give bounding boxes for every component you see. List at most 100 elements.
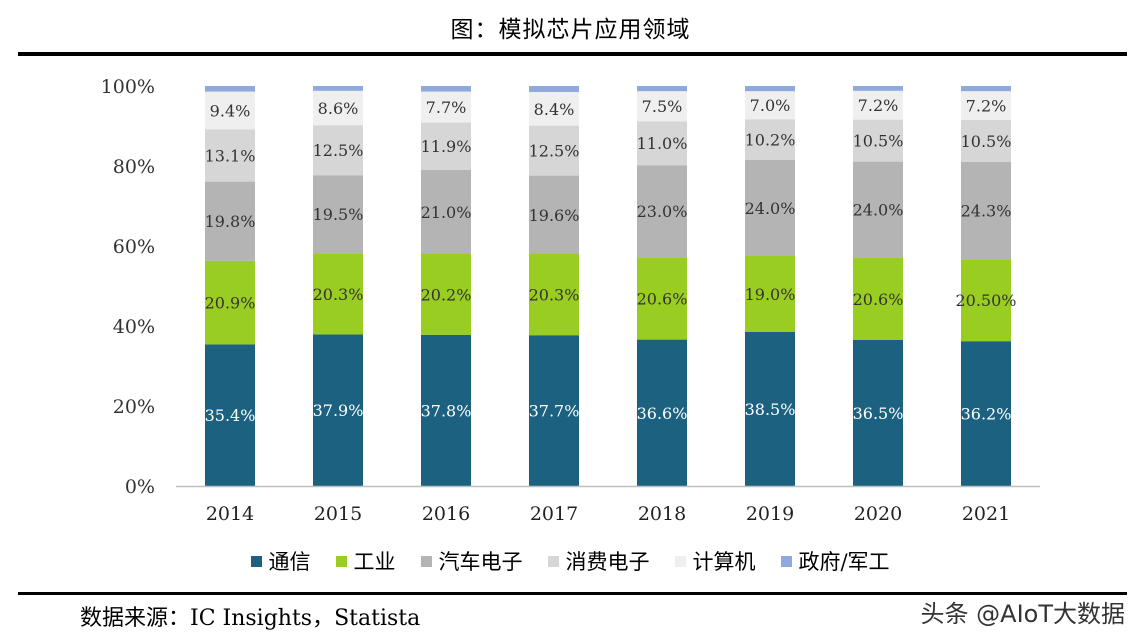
data-label: 23.0%: [637, 202, 688, 221]
data-label: 10.2%: [745, 131, 796, 150]
data-label: 20.3%: [313, 285, 364, 304]
data-label: 24.3%: [961, 202, 1012, 221]
y-tick-label: 60%: [113, 236, 155, 258]
bar-segment: [421, 254, 471, 335]
bar-segment: [745, 91, 795, 120]
legend-swatch: [548, 555, 560, 567]
data-label: 38.5%: [745, 400, 796, 419]
bar-segment: [529, 86, 579, 92]
data-label: 12.5%: [313, 141, 364, 160]
bar-segment: [637, 339, 687, 486]
bar-segment: [421, 86, 471, 92]
bar-segment: [637, 257, 687, 340]
data-label: 10.5%: [853, 132, 904, 151]
x-tick-label: 2019: [746, 503, 794, 525]
bar-segment: [529, 125, 579, 176]
data-label: 36.2%: [961, 405, 1012, 424]
bar-segment: [853, 161, 903, 258]
data-label: 19.5%: [313, 205, 364, 224]
legend-swatch: [336, 555, 348, 567]
bar-segment: [205, 91, 255, 130]
data-label: 7.7%: [426, 98, 467, 117]
data-label: 37.9%: [313, 401, 364, 420]
bar-segment: [421, 334, 471, 486]
legend-item: 汽车电子: [421, 546, 522, 576]
bar-segment: [853, 257, 903, 340]
bar-segment: [421, 170, 471, 254]
bar-segment: [637, 121, 687, 166]
bar-segment: [313, 125, 363, 176]
bar-segment: [529, 254, 579, 336]
bar-segment: [961, 341, 1011, 486]
legend-label: 汽车电子: [438, 550, 523, 574]
data-label: 7.2%: [966, 97, 1007, 116]
bar-segment: [529, 175, 579, 254]
bar-segment: [961, 120, 1011, 162]
legend-item: 消费电子: [548, 546, 649, 576]
data-label: 7.0%: [750, 96, 791, 115]
y-tick-label: 80%: [113, 156, 155, 178]
data-label: 20.2%: [421, 285, 472, 304]
data-label: 36.5%: [853, 404, 904, 423]
bar-segment: [745, 119, 795, 160]
legend-swatch: [251, 555, 263, 567]
bar-segment: [637, 91, 687, 122]
chart-title: 图：模拟芯片应用领域: [450, 17, 691, 43]
bar-segment: [529, 335, 579, 486]
legend-swatch: [421, 555, 433, 567]
data-label: 20.6%: [637, 289, 688, 308]
bar-segment: [853, 90, 903, 120]
legend-swatch: [781, 555, 793, 567]
data-label: 20.3%: [529, 286, 580, 305]
data-label: 20.6%: [853, 290, 904, 309]
bar-segment: [961, 259, 1011, 342]
bar-segment: [745, 256, 795, 332]
legend-swatch: [675, 555, 687, 567]
data-label: 24.0%: [745, 199, 796, 218]
legend-label: 计算机: [692, 550, 756, 574]
bar-segment: [853, 119, 903, 162]
bar-segment: [205, 86, 255, 92]
legend-label: 工业: [353, 550, 396, 574]
data-label: 19.6%: [529, 206, 580, 225]
bar-segment: [961, 91, 1011, 120]
data-label: 19.8%: [205, 212, 256, 231]
bar-segment: [853, 86, 903, 91]
legend-item: 计算机: [675, 546, 755, 576]
y-tick-label: 20%: [113, 396, 155, 418]
y-tick-label: 100%: [101, 76, 155, 98]
bar-segment: [529, 92, 579, 126]
bottom-rule: [18, 592, 1127, 595]
bar-segment: [313, 86, 363, 91]
x-tick-label: 2015: [314, 503, 362, 525]
bar-segment: [853, 340, 903, 486]
data-label: 8.6%: [318, 99, 359, 118]
x-tick-label: 2017: [530, 503, 578, 525]
chart-legend: 通信 工业 汽车电子 消费电子 计算机 政府/军工: [0, 546, 1141, 576]
data-label: 7.2%: [858, 96, 899, 115]
bar-segment: [745, 332, 795, 486]
data-label: 10.5%: [961, 132, 1012, 151]
top-rule: [18, 52, 1127, 56]
x-tick-label: 2020: [854, 503, 902, 525]
legend-item: 政府/军工: [781, 546, 890, 576]
bar-segment: [421, 122, 471, 170]
bar-segment: [961, 86, 1011, 92]
data-label: 19.0%: [745, 285, 796, 304]
legend-label: 通信: [268, 550, 311, 574]
data-label: 8.4%: [534, 100, 575, 119]
bar-segment: [313, 253, 363, 335]
data-label: 36.6%: [637, 404, 688, 423]
data-label: 11.9%: [421, 137, 472, 156]
bar-segment: [745, 86, 795, 92]
data-label: 13.1%: [205, 146, 256, 165]
data-label: 20.9%: [205, 294, 256, 313]
x-tick-label: 2018: [638, 503, 686, 525]
bar-segment: [961, 162, 1011, 260]
legend-item: 工业: [336, 546, 395, 576]
bar-segment: [313, 175, 363, 254]
bar-segment: [421, 91, 471, 123]
bar-segment: [205, 129, 255, 182]
data-label: 35.4%: [205, 406, 256, 425]
data-label: 24.0%: [853, 201, 904, 220]
